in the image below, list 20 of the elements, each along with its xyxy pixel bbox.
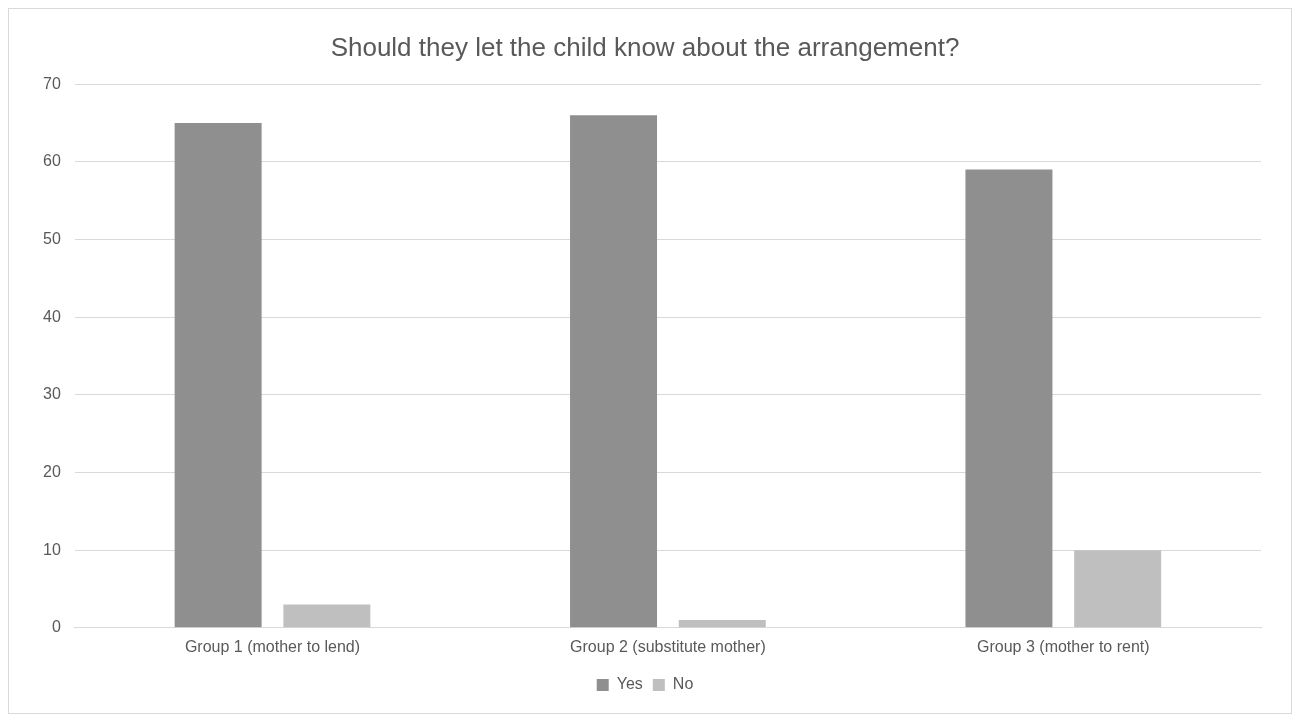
bar bbox=[570, 115, 658, 628]
y-tick-label: 10 bbox=[43, 540, 61, 558]
bar bbox=[1074, 550, 1162, 628]
bar bbox=[678, 620, 766, 628]
y-tick-label: 20 bbox=[43, 462, 61, 480]
y-tick-label: 40 bbox=[43, 307, 61, 325]
bar bbox=[283, 604, 371, 628]
y-tick-label: 30 bbox=[43, 385, 61, 403]
x-tick-label: Group 1 (mother to lend) bbox=[184, 637, 361, 655]
x-tick-label: Group 3 (mother to rent) bbox=[977, 637, 1150, 655]
y-tick-label: 50 bbox=[43, 229, 61, 247]
y-tick-label: 70 bbox=[43, 74, 61, 92]
chart-title: Should they let the child know about the arrangement? bbox=[330, 31, 960, 62]
bar bbox=[965, 169, 1053, 628]
y-tick-label: 0 bbox=[51, 618, 61, 636]
legend-label: Yes bbox=[616, 675, 643, 693]
y-tick-label: 60 bbox=[43, 152, 61, 170]
bar bbox=[174, 123, 262, 628]
legend-label: No bbox=[672, 675, 694, 693]
x-tick-label: Group 2 (substitute mother) bbox=[570, 637, 766, 655]
